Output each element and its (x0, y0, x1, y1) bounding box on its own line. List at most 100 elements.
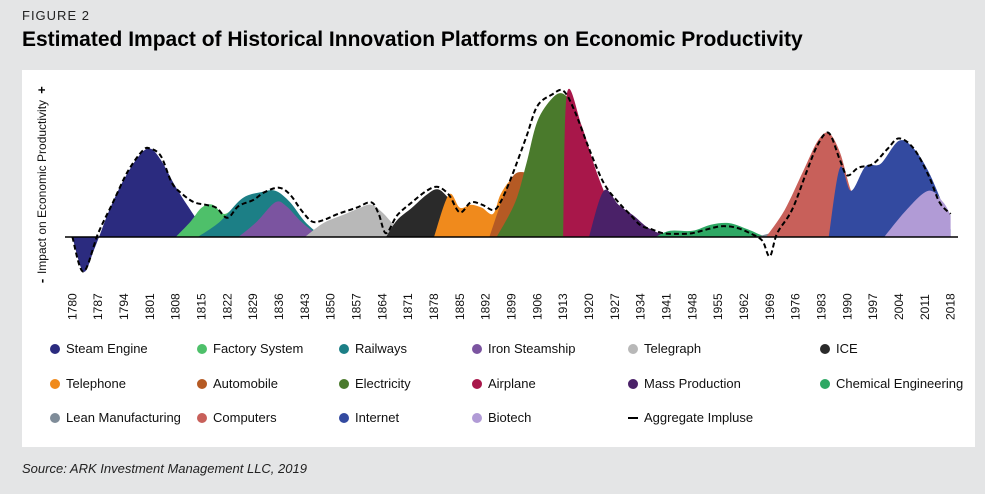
legend-item-mass-production: Mass Production (628, 376, 741, 391)
x-tick-label: 1794 (117, 293, 131, 320)
x-tick-label: 1829 (246, 293, 260, 320)
x-tick-label: 1864 (375, 293, 389, 320)
page-title: Estimated Impact of Historical Innovatio… (22, 28, 803, 51)
legend-item-steam-engine: Steam Engine (50, 341, 148, 356)
x-tick-label: 1969 (763, 293, 777, 320)
x-tick-label: 1976 (789, 293, 803, 320)
legend-swatch (472, 343, 482, 354)
legend-swatch (820, 378, 830, 389)
x-tick-label: 1955 (711, 293, 725, 320)
legend-label: Railways (355, 341, 408, 356)
x-tick-label: 1892 (479, 293, 493, 320)
legend-item-airplane: Airplane (472, 376, 536, 391)
legend-label: Biotech (488, 410, 532, 425)
legend: Steam Engine Factory System Railways Iron S… (22, 333, 975, 443)
legend-item-telegraph: Telegraph (628, 341, 701, 356)
x-tick-label: 1801 (143, 293, 157, 320)
legend-swatch (197, 412, 207, 423)
x-tick-label: 1850 (324, 293, 338, 320)
legend-label: ICE (836, 341, 858, 356)
area-steam-engine (72, 148, 228, 272)
legend-item-computers: Computers (197, 410, 277, 425)
chart-panel: Impact on Economic Productivity - + 1780 17… (22, 70, 975, 447)
legend-swatch (339, 343, 349, 354)
aggregate-line (71, 88, 952, 273)
legend-label: Steam Engine (66, 341, 148, 356)
legend-label: Mass Production (644, 376, 741, 391)
area-airplane (563, 88, 652, 238)
x-tick-label: 1780 (65, 293, 79, 320)
legend-item-factory-system: Factory System (197, 341, 303, 356)
x-tick-label: 1836 (272, 293, 286, 320)
legend-item-iron-steamship: Iron Steamship (472, 341, 575, 356)
legend-swatch (628, 378, 638, 389)
x-tick-label: 1815 (195, 293, 209, 320)
x-tick-label: 1997 (866, 293, 880, 320)
legend-swatch (339, 378, 349, 389)
legend-label: Telephone (66, 376, 126, 391)
legend-label: Automobile (213, 376, 279, 391)
legend-label: Aggregate Impluse (644, 410, 754, 425)
x-tick-label: 1941 (660, 293, 674, 320)
x-tick-label: 1920 (582, 293, 596, 320)
x-tick-label: 1787 (91, 293, 105, 320)
legend-item-electricity: Electricity (339, 376, 411, 391)
x-tick-label: 1808 (169, 293, 183, 320)
legend-item-telephone: Telephone (50, 376, 126, 391)
legend-label: Factory System (213, 341, 304, 356)
area-iron-steamship (238, 201, 327, 237)
legend-item-railways: Railways (339, 341, 407, 356)
y-axis-label: Impact on Economic Productivity (35, 100, 49, 274)
x-tick-label: 1822 (220, 293, 234, 320)
x-tick-label: 1878 (427, 293, 441, 320)
chart: Impact on Economic Productivity-+ 1780 17… (34, 86, 958, 320)
x-tick-label: 2011 (918, 294, 932, 320)
x-tick-label: 1885 (453, 293, 467, 320)
source-note: Source: ARK Investment Management LLC, 2… (22, 461, 307, 476)
x-tick-label: 1906 (530, 293, 544, 320)
legend-label: Internet (355, 410, 400, 425)
legend-swatch (50, 343, 60, 354)
legend-label: Computers (213, 410, 277, 425)
area-biotech (884, 190, 951, 237)
legend-swatch (820, 343, 830, 354)
legend-label: Electricity (355, 376, 411, 391)
x-tick-label: 1948 (685, 293, 699, 320)
x-tick-label: 1962 (737, 293, 751, 320)
x-tick-label: 2018 (944, 293, 958, 320)
legend-item-ice: ICE (820, 341, 858, 356)
y-axis-plus: + (34, 86, 49, 94)
legend-swatch (472, 412, 482, 423)
legend-item-lean-manufacturing: Lean Manufacturing (50, 410, 181, 425)
legend-item-biotech: Biotech (472, 410, 531, 425)
x-tick-label: 1843 (298, 293, 312, 320)
y-axis-minus: - (34, 279, 49, 283)
legend-label: Iron Steamship (488, 341, 576, 356)
x-tick-label: 1983 (815, 293, 829, 320)
legend-label: Lean Manufacturing (66, 410, 181, 425)
legend-swatch (472, 378, 482, 389)
legend-swatch (197, 343, 207, 354)
legend-swatch (197, 378, 207, 389)
x-tick-label: 2004 (892, 293, 906, 320)
legend-item-chemical-engineering: Chemical Engineering (820, 376, 963, 391)
x-tick-label: 1857 (350, 293, 364, 320)
legend-swatch (50, 378, 60, 389)
x-axis-ticks: 1780 1787 1794 1801 1808 1815 1822 1829 1836 1843… (65, 293, 957, 320)
y-axis: Impact on Economic Productivity - + (34, 86, 49, 283)
x-tick-label: 1871 (401, 293, 415, 320)
legend-swatch (50, 412, 60, 423)
legend-label: Chemical Engineering (836, 376, 964, 391)
legend-swatch (339, 412, 349, 423)
x-tick-label: 1934 (634, 293, 648, 320)
legend-label: Airplane (488, 376, 536, 391)
x-tick-label: 1927 (608, 293, 622, 320)
series-areas (72, 88, 951, 272)
x-tick-label: 1899 (505, 293, 519, 320)
legend-item-internet: Internet (339, 410, 399, 425)
legend-item-automobile: Automobile (197, 376, 278, 391)
legend-item-aggregate-impluse: Aggregate Impluse (628, 410, 753, 425)
x-tick-label: 1990 (840, 293, 854, 320)
legend-label: Telegraph (644, 341, 702, 356)
legend-dash-swatch (628, 416, 638, 419)
